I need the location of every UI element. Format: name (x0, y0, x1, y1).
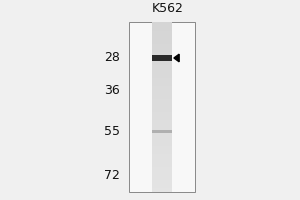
Bar (152, 175, 172, 180)
Bar (152, 26, 172, 31)
Bar (152, 90, 172, 95)
Bar (152, 158, 172, 163)
Bar (152, 82, 172, 86)
Bar (152, 65, 172, 69)
Bar (152, 124, 172, 129)
Text: 55: 55 (104, 125, 120, 138)
Bar (152, 31, 172, 35)
Bar (152, 39, 172, 44)
Bar (152, 188, 172, 192)
Bar (152, 48, 172, 52)
Bar (152, 55, 172, 61)
Bar (152, 94, 172, 99)
Bar (152, 22, 172, 27)
Bar (129, 22, 195, 192)
Bar (152, 171, 172, 175)
Bar (152, 111, 172, 116)
Bar (152, 179, 172, 184)
Bar (152, 56, 172, 61)
Bar (152, 116, 172, 120)
Bar (152, 107, 172, 112)
Polygon shape (174, 54, 179, 62)
Bar (152, 99, 172, 103)
Bar (152, 150, 172, 154)
Bar (152, 184, 172, 188)
Bar (152, 162, 172, 167)
Text: 28: 28 (104, 51, 120, 64)
Bar (152, 86, 172, 90)
Bar (152, 43, 172, 48)
Bar (152, 128, 172, 133)
Bar (152, 35, 172, 39)
Bar (152, 120, 172, 124)
Bar (152, 103, 172, 107)
Text: K562: K562 (152, 2, 184, 15)
Bar (152, 145, 172, 150)
Bar (152, 130, 172, 133)
Bar (152, 167, 172, 171)
Text: 72: 72 (104, 169, 120, 182)
Bar (152, 77, 172, 82)
Bar (152, 60, 172, 65)
Bar (152, 133, 172, 137)
Bar (152, 154, 172, 158)
Bar (152, 69, 172, 73)
Bar (152, 141, 172, 146)
Bar (152, 137, 172, 141)
Bar (152, 73, 172, 78)
Bar (152, 52, 172, 56)
Text: 36: 36 (104, 84, 120, 97)
